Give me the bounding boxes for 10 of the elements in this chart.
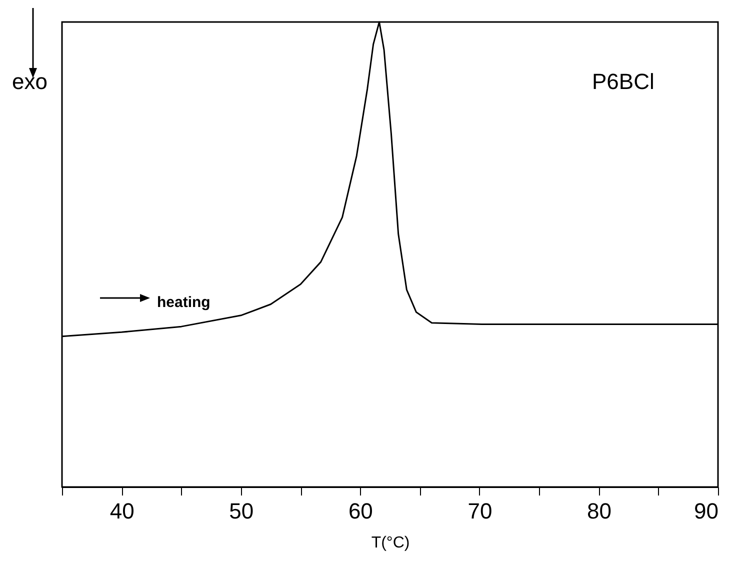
- x-axis-title: T(°C): [371, 534, 410, 552]
- text: exo: [12, 69, 48, 94]
- x-tick-label: 90: [694, 498, 718, 524]
- x-tick-label: 80: [586, 498, 612, 524]
- x-tick-label: 40: [110, 498, 134, 524]
- x-tick-label: 60: [348, 498, 373, 524]
- x-tick-label: 70: [468, 498, 492, 524]
- annotation: P6BCl: [592, 69, 654, 94]
- x-tick-label: 50: [229, 498, 254, 524]
- annotation: heating: [157, 294, 210, 311]
